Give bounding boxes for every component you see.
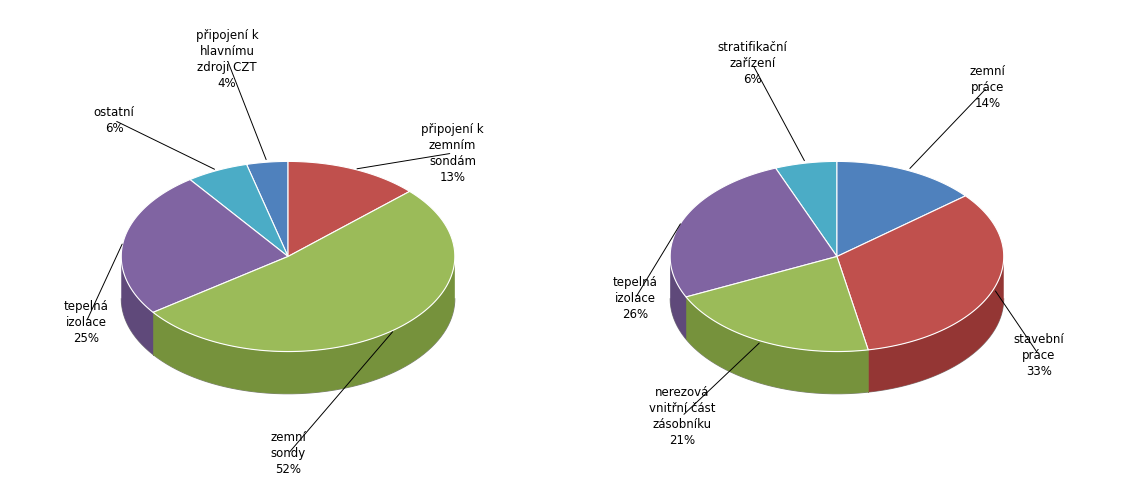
Polygon shape — [837, 196, 1004, 350]
Polygon shape — [837, 161, 965, 256]
Polygon shape — [686, 256, 868, 352]
Text: tepelná
izolace
26%: tepelná izolace 26% — [612, 276, 657, 321]
Polygon shape — [288, 161, 410, 256]
Text: stratifikační
zařízení
6%: stratifikační zařízení 6% — [718, 42, 788, 86]
Text: zemní
práce
14%: zemní práce 14% — [970, 65, 1006, 110]
Text: nerezová
vnitřní část
zásobníku
21%: nerezová vnitřní část zásobníku 21% — [649, 386, 716, 447]
Text: zemní
sondy
52%: zemní sondy 52% — [270, 431, 306, 476]
Polygon shape — [190, 164, 288, 256]
Text: připojení k
zemním
sondám
13%: připojení k zemním sondám 13% — [421, 123, 484, 184]
Text: stavební
práce
33%: stavební práce 33% — [1014, 333, 1064, 378]
Polygon shape — [670, 168, 837, 297]
Text: tepelná
izolace
25%: tepelná izolace 25% — [64, 300, 108, 345]
Polygon shape — [775, 161, 837, 256]
Text: připojení k
hlavnímu
zdroji CZT
4%: připojení k hlavnímu zdroji CZT 4% — [196, 28, 259, 90]
Polygon shape — [670, 257, 686, 339]
Polygon shape — [246, 161, 288, 256]
Polygon shape — [686, 297, 868, 394]
Polygon shape — [122, 180, 288, 313]
Text: ostatní
6%: ostatní 6% — [93, 106, 135, 135]
Polygon shape — [122, 257, 153, 355]
Polygon shape — [153, 256, 454, 394]
Polygon shape — [868, 257, 1004, 392]
Polygon shape — [153, 191, 454, 352]
